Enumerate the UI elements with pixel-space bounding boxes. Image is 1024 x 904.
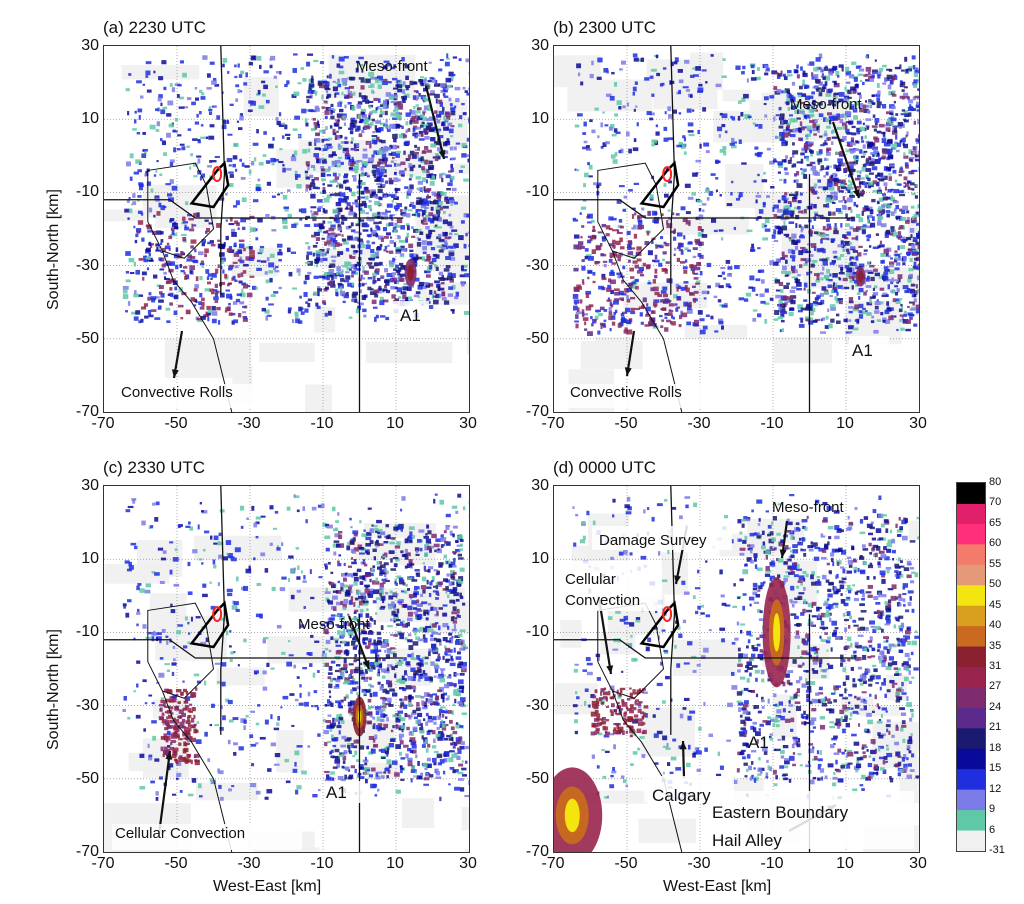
annot-a1-b: A1 <box>852 341 873 360</box>
x-tick-label: 30 <box>909 855 927 872</box>
y-tick-label: -10 <box>525 183 549 201</box>
x-tick-label: -70 <box>541 855 565 872</box>
y-tick-label: -50 <box>525 769 549 787</box>
y-tick-label: 10 <box>81 110 99 128</box>
y-tick-label: 10 <box>531 110 549 128</box>
y-tick-label: 30 <box>531 37 549 54</box>
x-tick-label: -30 <box>687 415 711 432</box>
colorbar-tick-label: 27 <box>989 680 1002 693</box>
x-tick-label: -50 <box>614 855 638 872</box>
y-axis-label-top: South-North [km] <box>45 189 62 310</box>
x-tick-label: -30 <box>687 855 711 872</box>
y-tick-label: -50 <box>75 769 99 787</box>
y-tick-label: -50 <box>75 329 99 347</box>
colorbar-tick-label: 15 <box>989 762 1002 775</box>
colorbar-tick-label: 70 <box>989 496 1002 509</box>
x-tick-label: -50 <box>164 855 188 872</box>
y-tick-label: -30 <box>75 256 99 274</box>
y-tick-label: -70 <box>75 403 99 420</box>
colorbar-tick-label: 45 <box>989 598 1002 611</box>
x-tick-label: 10 <box>386 855 404 872</box>
y-tick-label: -50 <box>525 329 549 347</box>
x-tick-label: 30 <box>459 415 477 432</box>
colorbar-tick-label: 21 <box>989 721 1002 734</box>
y-tick-label: -70 <box>75 843 99 860</box>
y-tick-label: -70 <box>525 403 549 420</box>
y-tick-label: -10 <box>75 183 99 201</box>
annot-meso-front-d: Meso-front <box>772 499 844 516</box>
y-tick-label: -30 <box>75 696 99 714</box>
y-tick-label: 30 <box>81 37 99 54</box>
x-tick-label: -50 <box>614 415 638 432</box>
y-tick-label: 10 <box>531 550 549 568</box>
x-tick-label: -10 <box>760 855 784 872</box>
x-tick-label: -50 <box>164 415 188 432</box>
x-tick-label: -70 <box>91 415 115 432</box>
x-tick-label: -30 <box>237 855 261 872</box>
radar-plot-b <box>553 45 920 413</box>
colorbar-tick-label: -31 <box>989 844 1005 856</box>
annot-a1-a: A1 <box>400 306 421 325</box>
x-tick-label: -30 <box>237 415 261 432</box>
colorbar-tick-label: 50 <box>989 578 1002 591</box>
radar-plot-a <box>103 45 470 413</box>
y-tick-label: 30 <box>531 477 549 494</box>
colorbar-tick-label: 60 <box>989 537 1002 550</box>
colorbar-tick-label: 40 <box>989 619 1002 632</box>
annot-a1-c: A1 <box>326 783 347 802</box>
x-tick-label: 30 <box>459 855 477 872</box>
x-tick-label: 10 <box>836 415 854 432</box>
colorbar-tick-label: 80 <box>989 476 1002 488</box>
annot-damage-survey-d: Damage Survey <box>599 532 707 549</box>
colorbar-tick-label: 55 <box>989 557 1002 570</box>
annot-calgary-d: Calgary <box>652 786 711 805</box>
annot-convective-rolls-a: Convective Rolls <box>121 384 233 401</box>
annot-cellular-convection-c: Cellular Convection <box>115 825 246 842</box>
annot-meso-front-a: Meso-front <box>356 58 428 75</box>
colorbar-tick-label: 18 <box>989 741 1002 754</box>
colorbar <box>956 482 986 852</box>
annot-cellular-convection-d: Cellular Convection <box>565 571 641 609</box>
colorbar-tick-label: 9 <box>989 803 996 816</box>
annot-convective-rolls-b: Convective Rolls <box>570 384 682 401</box>
colorbar-tick-label: 6 <box>989 823 996 836</box>
y-tick-label: -70 <box>525 843 549 860</box>
x-tick-label: 10 <box>386 415 404 432</box>
x-axis-label-left: West-East [km] <box>213 878 322 895</box>
panel-title-b: (b) 2300 UTC <box>553 18 656 37</box>
colorbar-tick-label: 35 <box>989 639 1002 652</box>
colorbar-tick-label: 65 <box>989 516 1002 529</box>
y-tick-label: -10 <box>75 623 99 641</box>
x-tick-label: -10 <box>760 415 784 432</box>
panel-title-d: (d) 0000 UTC <box>553 458 656 477</box>
y-tick-label: -10 <box>525 623 549 641</box>
radar-plot-c <box>103 485 470 853</box>
y-tick-label: 30 <box>81 477 99 494</box>
x-tick-label: -10 <box>310 855 334 872</box>
x-tick-label: -10 <box>310 415 334 432</box>
y-axis-label-bottom: South-North [km] <box>45 629 62 750</box>
x-axis-label-right: West-East [km] <box>663 878 772 895</box>
colorbar-tick-label: 12 <box>989 782 1002 795</box>
annot-eastern-boundary-d: Eastern Boundary Hail Alley <box>712 803 849 850</box>
x-tick-label: -70 <box>91 855 115 872</box>
annot-a1-d: A1 <box>748 733 769 752</box>
x-tick-label: 10 <box>836 855 854 872</box>
radar-plot-d <box>553 485 920 853</box>
panel-title-a: (a) 2230 UTC <box>103 18 206 37</box>
annot-meso-front-c: Meso-front <box>298 616 370 633</box>
y-tick-label: -30 <box>525 696 549 714</box>
panel-title-c: (c) 2330 UTC <box>103 458 206 477</box>
colorbar-tick-label: 24 <box>989 700 1002 713</box>
annot-meso-front-b: Meso-front <box>790 96 862 113</box>
colorbar-tick-label: 31 <box>989 660 1002 672</box>
x-tick-label: 30 <box>909 415 927 432</box>
y-tick-label: 10 <box>81 550 99 568</box>
y-tick-label: -30 <box>525 256 549 274</box>
x-tick-label: -70 <box>541 415 565 432</box>
